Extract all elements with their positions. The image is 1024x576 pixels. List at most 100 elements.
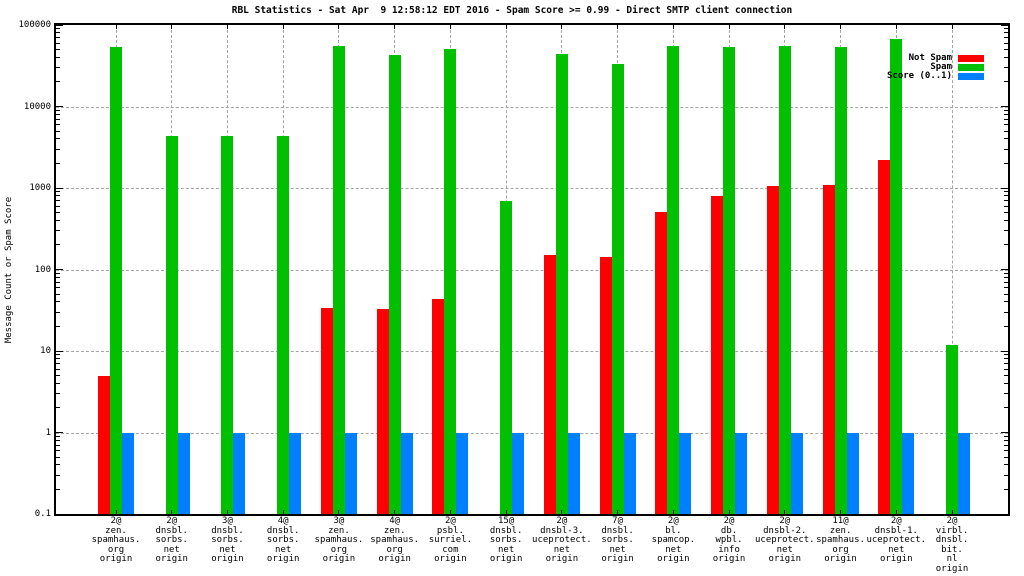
y-minor-tick [1004, 113, 1008, 115]
bar-score-0-1- [679, 432, 692, 514]
x-tick [895, 25, 897, 29]
x-tick-label-line: 2@ [110, 516, 122, 526]
y-minor-tick [1004, 130, 1008, 132]
bar-spam [277, 135, 290, 514]
bar-not-spam [822, 185, 835, 514]
x-tick-label-line: net [609, 544, 626, 555]
x-tick [784, 510, 786, 514]
bar-spam [500, 201, 513, 514]
y-major-tick [1001, 432, 1008, 433]
x-tick-label-line: 2@ [667, 516, 679, 526]
x-tick-label: 2@ virbl. dnsbl. bit. nl origin [935, 516, 969, 574]
y-minor-tick [1004, 67, 1008, 69]
y-minor-tick [1004, 368, 1008, 370]
y-tick-label: 1000 [29, 183, 51, 193]
gridline-horizontal [56, 269, 1008, 271]
y-minor-tick [56, 464, 60, 466]
y-minor-tick [56, 354, 60, 356]
bar-spam [834, 47, 847, 514]
bar-not-spam [543, 255, 556, 514]
bar-score-0-1- [122, 432, 134, 514]
x-tick-label-line: origin [434, 554, 467, 564]
y-major-tick [1001, 350, 1008, 352]
x-tick-label-line: origin [211, 554, 244, 564]
x-tick-label: 2@ dnsbl-3. uceprotect. net origin [532, 516, 592, 565]
bar-score-0-1- [902, 432, 915, 514]
y-minor-tick [1004, 407, 1008, 409]
y-minor-tick [56, 435, 60, 437]
x-tick [840, 25, 842, 29]
y-minor-tick [56, 109, 60, 111]
bar-not-spam [599, 256, 612, 514]
x-tick-label-line: wpbl. [715, 535, 743, 545]
x-tick-label: 15@ dnsbl. sorbs. net origin [489, 516, 523, 565]
y-minor-tick [1004, 287, 1008, 289]
x-tick-label-line: zen. [105, 525, 127, 536]
y-minor-tick [56, 205, 60, 207]
legend-row-not-spam: Not Spam [887, 54, 984, 63]
x-tick [728, 510, 730, 514]
x-tick-label-line: 15@ [497, 516, 515, 526]
x-tick [951, 510, 953, 514]
x-tick-label-line: dnsbl. [266, 525, 300, 536]
chart-title: RBL Statistics - Sat Apr 9 12:58:12 EDT … [231, 5, 793, 16]
bar-score-0-1- [289, 432, 302, 514]
x-tick-label-line: origin [935, 563, 969, 574]
x-tick-label-line: origin [657, 554, 690, 564]
x-tick-label-line: 3@ [333, 516, 345, 526]
y-minor-tick [56, 272, 60, 274]
x-tick [672, 25, 674, 29]
x-tick [505, 25, 507, 29]
y-minor-tick [1004, 301, 1008, 303]
bar-spam [778, 45, 791, 514]
x-tick-label-line: origin [322, 554, 356, 564]
x-tick [171, 25, 173, 29]
y-major-tick [56, 269, 63, 270]
y-minor-tick [56, 32, 60, 34]
x-tick [617, 25, 619, 29]
x-tick [338, 25, 340, 29]
gridline-horizontal [56, 106, 1008, 108]
x-tick [449, 510, 451, 514]
y-minor-tick [1004, 281, 1008, 283]
bar-spam [555, 54, 568, 514]
y-minor-tick [56, 439, 60, 441]
y-minor-tick [56, 293, 60, 295]
x-tick-label-line: org [386, 544, 403, 555]
y-minor-tick [56, 474, 60, 476]
y-minor-tick [1004, 118, 1008, 120]
x-tick-label: 4@ zen. spamhaus. org origin [370, 516, 419, 565]
bar-score-0-1- [456, 432, 469, 514]
y-minor-tick [56, 148, 60, 150]
y-major-tick [56, 432, 63, 433]
x-tick-label-line: uceprotect. [866, 535, 927, 545]
y-minor-tick [1004, 311, 1008, 313]
x-tick-label-line: dnsbl. [211, 525, 244, 536]
bar-not-spam [376, 308, 389, 514]
y-minor-tick [56, 124, 60, 126]
x-tick-label-line: origin [880, 554, 913, 564]
y-minor-tick [1004, 375, 1008, 377]
x-tick-label-line: spamhaus. [91, 535, 141, 545]
x-tick-label-line: sorbs. [155, 535, 188, 545]
y-minor-tick [56, 28, 60, 30]
legend-label-not-spam: Not Spam [908, 53, 952, 63]
x-tick-label-line: dnsbl-1. [874, 525, 918, 536]
y-minor-tick [1004, 212, 1008, 214]
bar-spam [611, 64, 624, 514]
bar-score-0-1- [790, 432, 803, 514]
bar-not-spam [655, 211, 668, 514]
x-tick-label-line: dnsbl. [935, 535, 969, 545]
bar-score-0-1- [233, 432, 246, 514]
y-minor-tick [1004, 32, 1008, 34]
y-minor-tick [1004, 162, 1008, 164]
bar-spam [890, 39, 903, 514]
x-tick [951, 25, 953, 29]
x-tick-label-line: uceprotect. [532, 535, 592, 545]
y-major-tick [56, 350, 63, 352]
y-minor-tick [56, 358, 60, 360]
y-minor-tick [1004, 382, 1008, 384]
legend-swatch-not-spam-icon [958, 55, 984, 62]
x-tick-label-line: sorbs. [489, 535, 523, 545]
y-major-tick [1001, 187, 1008, 189]
